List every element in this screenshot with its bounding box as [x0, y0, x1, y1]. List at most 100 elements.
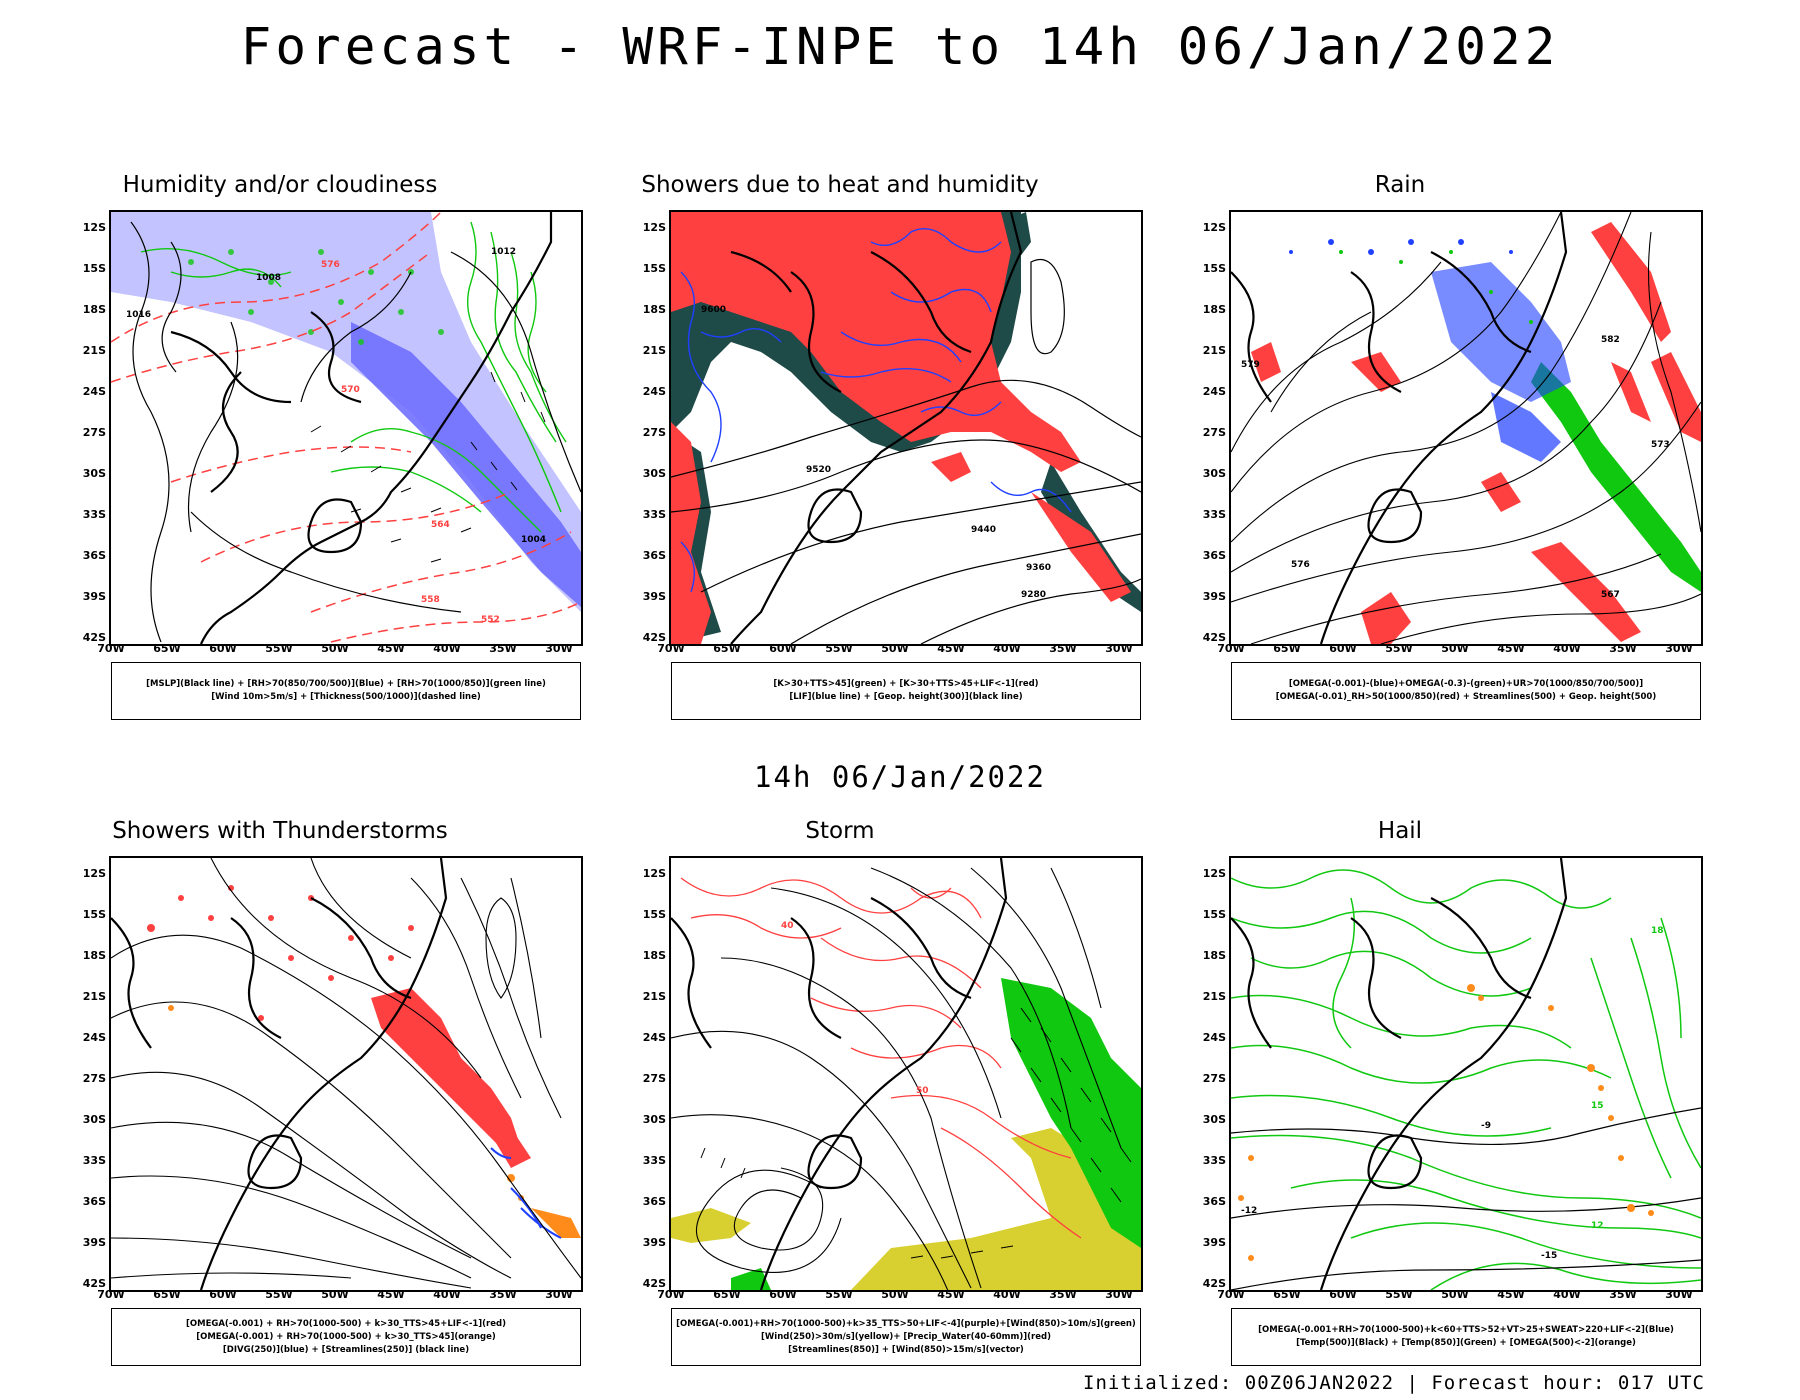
lat-label: 15S	[82, 262, 106, 275]
contour-label: -15	[1541, 1251, 1557, 1261]
lon-label: 60W	[1329, 642, 1357, 655]
lon-label: 30W	[1105, 1288, 1133, 1301]
legend-line: [Wind 10m>5m/s] + [Thickness(500/1000)](…	[211, 692, 481, 702]
panel-title: Showers with Thunderstorms	[112, 818, 448, 844]
lon-label: 40W	[1553, 642, 1581, 655]
contour-label: 576	[1291, 560, 1310, 570]
lat-label: 30S	[642, 1113, 666, 1126]
contour-label: 9280	[1021, 590, 1046, 600]
lat-label: 33S	[82, 1154, 106, 1167]
lat-label: 42S	[82, 631, 106, 644]
main-title: Forecast - WRF-INPE to 14h 06/Jan/2022	[240, 18, 1560, 77]
panel-title: Hail	[1377, 818, 1423, 844]
legend-box: [K>30+TTS>45](green) + [K>30+TTS>45+LIF<…	[671, 662, 1141, 720]
lon-label: 40W	[1553, 1288, 1581, 1301]
lat-label: 27S	[82, 426, 106, 439]
lon-label: 50W	[321, 1288, 349, 1301]
lon-label: 35W	[489, 1288, 517, 1301]
lat-label: 30S	[1202, 467, 1226, 480]
contour-label: 1016	[126, 310, 151, 320]
lat-label: 30S	[82, 1113, 106, 1126]
lon-label: 40W	[993, 1288, 1021, 1301]
lat-label: 18S	[642, 303, 666, 316]
hail-map: -9 -12 -15 18 15 12	[1231, 858, 1701, 1290]
contour-label: 9600	[701, 305, 726, 315]
contour-label: 1008	[256, 273, 281, 283]
lat-label: 18S	[82, 949, 106, 962]
lat-label: 15S	[82, 908, 106, 921]
legend-line: [OMEGA(-0.001)+RH>70(1000-500)+k>35_TTS>…	[676, 1318, 1136, 1329]
lon-label: 30W	[1665, 642, 1693, 655]
lat-label: 12S	[1202, 221, 1226, 234]
lon-label: 60W	[769, 1288, 797, 1301]
lat-label: 15S	[642, 262, 666, 275]
contour-label: 15	[1591, 1101, 1604, 1111]
lat-label: 33S	[1202, 1154, 1226, 1167]
lat-label: 42S	[82, 1277, 106, 1290]
contour-label: 573	[1651, 440, 1670, 450]
lat-label: 36S	[1202, 1195, 1226, 1208]
lat-label: 42S	[642, 631, 666, 644]
panel-showers-heat: Showers due to heat and humidity	[560, 172, 1143, 732]
panel-hail: Hail	[1120, 818, 1703, 1378]
lat-label: 36S	[82, 1195, 106, 1208]
contour-label: 552	[481, 615, 500, 625]
panel-title: Rain	[1374, 172, 1426, 198]
lon-label: 55W	[265, 1288, 293, 1301]
lat-label: 33S	[642, 508, 666, 521]
lat-label: 27S	[1202, 426, 1226, 439]
legend-line: [K>30+TTS>45](green) + [K>30+TTS>45+LIF<…	[773, 679, 1039, 689]
lon-label: 45W	[937, 1288, 965, 1301]
legend-box: [OMEGA(-0.001) + RH>70(1000-500) + k>30_…	[111, 1308, 581, 1366]
panel-title: Humidity and/or cloudiness	[122, 172, 438, 198]
lat-label: 39S	[642, 1236, 666, 1249]
lat-label: 36S	[642, 1195, 666, 1208]
contour-label: 558	[421, 595, 440, 605]
contour-label: 582	[1601, 335, 1620, 345]
lat-label: 27S	[82, 1072, 106, 1085]
map-frame: 1012 1008 1016 1004 576 570 564 558 552	[109, 210, 583, 646]
lat-label: 39S	[1202, 590, 1226, 603]
contour-label: 567	[1601, 590, 1620, 600]
lat-label: 12S	[82, 867, 106, 880]
lat-label: 24S	[82, 1031, 106, 1044]
lat-label: 15S	[1202, 908, 1226, 921]
lat-label: 39S	[82, 1236, 106, 1249]
sub-title: 14h 06/Jan/2022	[754, 760, 1046, 794]
lon-label: 50W	[881, 642, 909, 655]
lat-label: 36S	[1202, 549, 1226, 562]
lat-label: 24S	[82, 385, 106, 398]
contour-label: 576	[321, 260, 340, 270]
lat-label: 18S	[1202, 949, 1226, 962]
lon-label: 45W	[377, 642, 405, 655]
contour-label: 9360	[1026, 563, 1051, 573]
lat-label: 36S	[82, 549, 106, 562]
legend-box: [MSLP](Black line) + [RH>70(850/700/500)…	[111, 662, 581, 720]
lat-label: 42S	[642, 1277, 666, 1290]
lon-label: 55W	[1385, 642, 1413, 655]
lat-label: 18S	[1202, 303, 1226, 316]
lon-label: 70W	[1217, 1288, 1245, 1301]
contour-label: 9520	[806, 465, 831, 475]
lon-label: 60W	[1329, 1288, 1357, 1301]
contour-label: 12	[1591, 1221, 1604, 1231]
legend-box: [OMEGA(-0.001+RH>70(1000-500)+k<60+TTS>5…	[1231, 1308, 1701, 1366]
humidity-map: 1012 1008 1016 1004 576 570 564 558 552	[111, 212, 581, 644]
lon-label: 60W	[209, 642, 237, 655]
lon-label: 50W	[1441, 642, 1469, 655]
legend-line: [OMEGA(-0.001)-(blue)+OMEGA(-0.3)-(green…	[1288, 679, 1644, 689]
lat-label: 24S	[642, 385, 666, 398]
lon-label: 30W	[1105, 642, 1133, 655]
lon-label: 45W	[1497, 1288, 1525, 1301]
legend-line: [LIF](blue line) + [Geop. height(300)](b…	[789, 692, 1023, 702]
lon-label: 65W	[1273, 642, 1301, 655]
lat-label: 39S	[1202, 1236, 1226, 1249]
lon-label: 65W	[153, 1288, 181, 1301]
lon-label: 30W	[1665, 1288, 1693, 1301]
lat-label: 15S	[642, 908, 666, 921]
lat-label: 12S	[82, 221, 106, 234]
lat-label: 30S	[1202, 1113, 1226, 1126]
lat-label: 42S	[1202, 1277, 1226, 1290]
lat-label: 27S	[1202, 1072, 1226, 1085]
legend-line: [DIVG(250)](blue) + [Streamlines(250)] (…	[222, 1344, 470, 1355]
